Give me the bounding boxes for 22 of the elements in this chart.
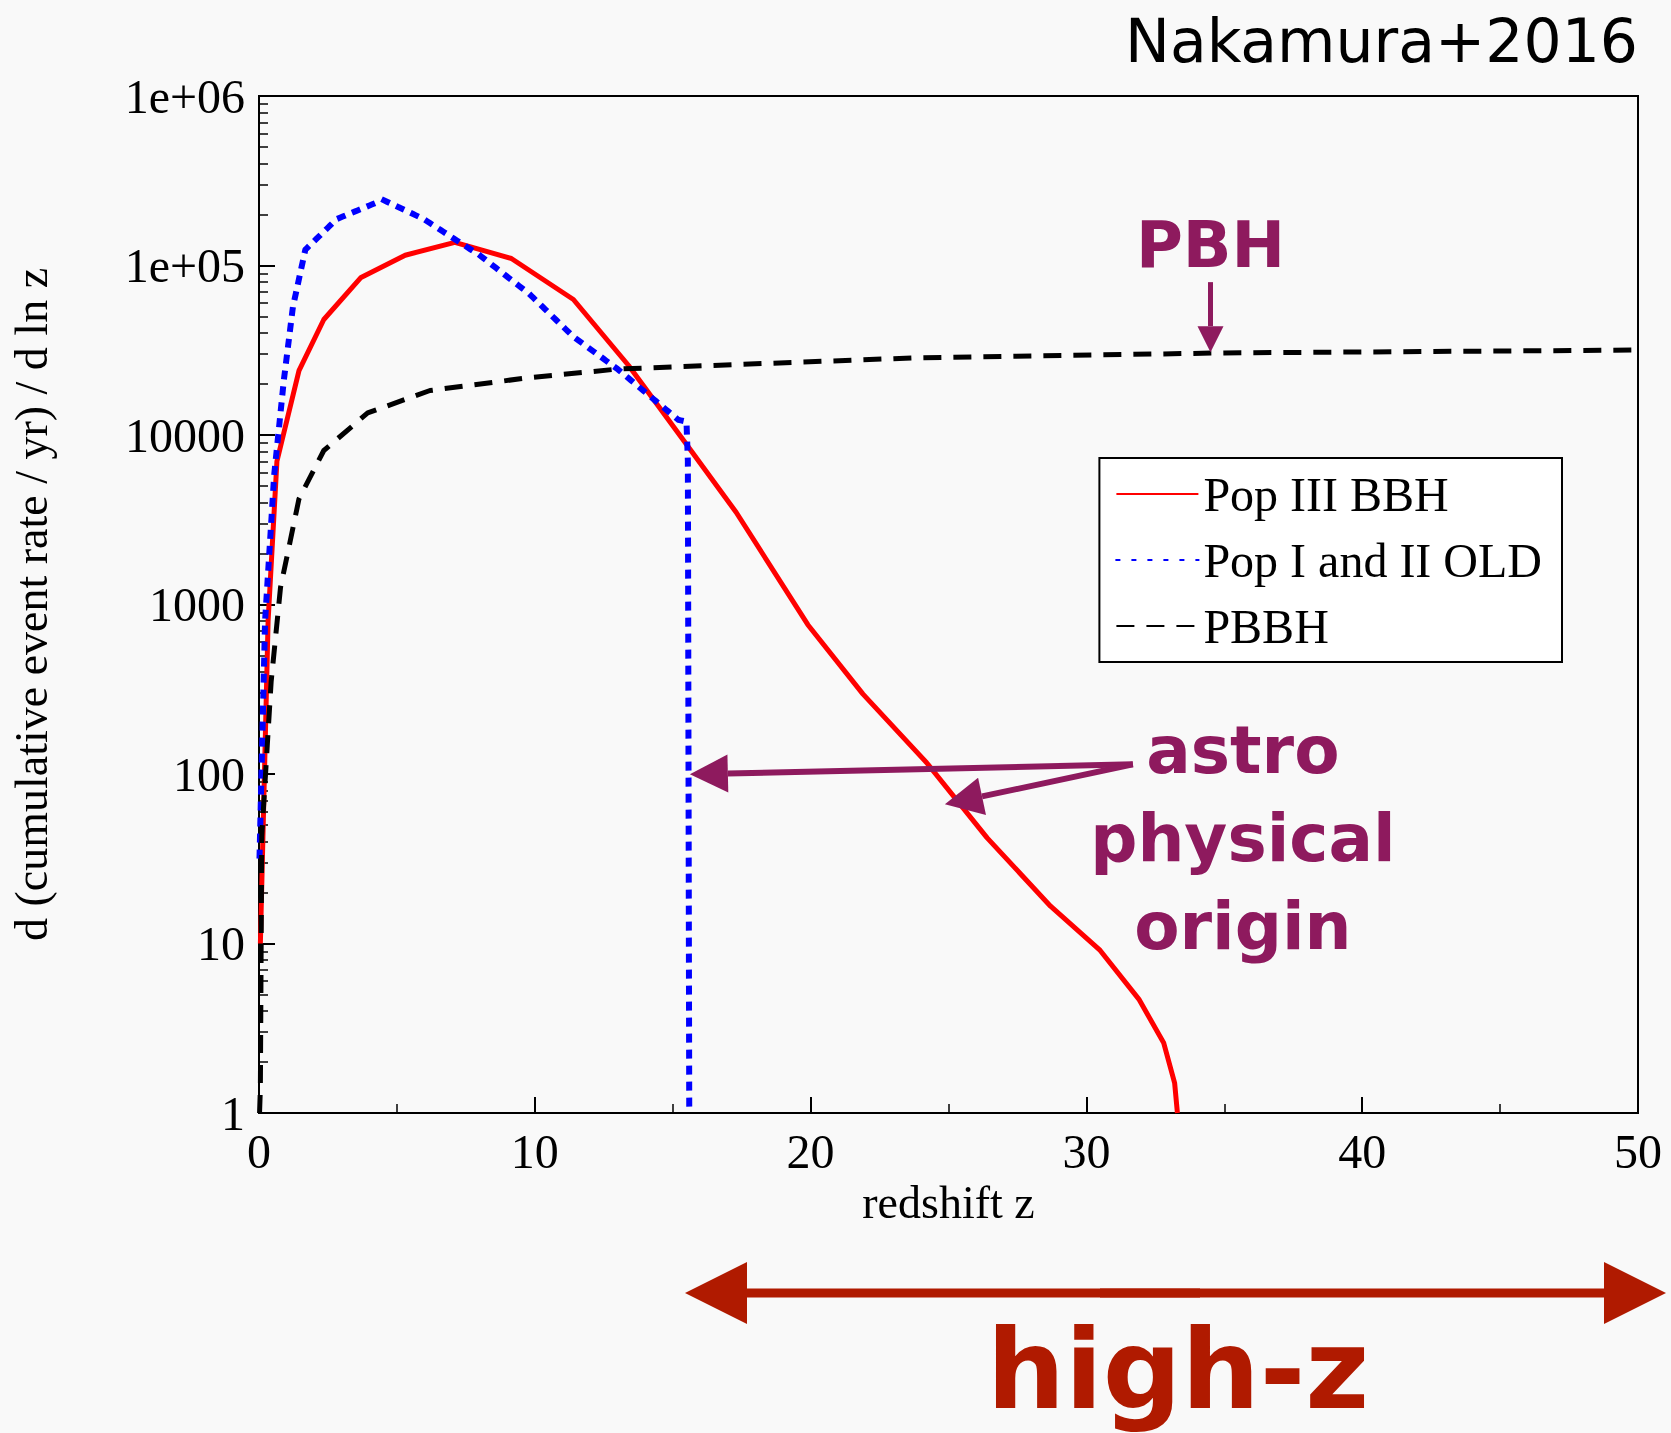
annotation: PBH xyxy=(1135,207,1286,282)
x-tick-label: 10 xyxy=(510,1124,559,1178)
y-tick-label: 1 xyxy=(221,1086,245,1140)
legend-label: Pop I and II OLD xyxy=(1203,533,1543,587)
text: Nakamura+2016 xyxy=(1125,5,1638,76)
x-tick-label: 20 xyxy=(786,1124,835,1178)
annotation: astro physical origin xyxy=(1090,712,1396,966)
x-axis-title: redshift z xyxy=(862,1177,1035,1229)
y-axis-title: d (cumulative event rate / yr) / d ln z xyxy=(5,267,57,942)
x-tick-label: 30 xyxy=(1062,1124,1111,1178)
x-tick-label: 50 xyxy=(1614,1124,1662,1178)
y-tick-label: 10000 xyxy=(125,408,245,462)
y-tick-label: 10 xyxy=(197,917,245,970)
x-tick-label: 0 xyxy=(247,1124,271,1178)
legend-label: Pop III BBH xyxy=(1203,467,1449,521)
legend-label: PBBH xyxy=(1203,599,1329,653)
x-tick-label: 40 xyxy=(1338,1124,1387,1178)
y-tick-label: 1000 xyxy=(149,578,245,631)
y-tick-label: 100 xyxy=(173,747,245,801)
text: high-z xyxy=(986,1306,1370,1433)
y-tick-label: 1e+06 xyxy=(124,69,245,123)
y-tick-label: 1e+05 xyxy=(124,239,245,292)
